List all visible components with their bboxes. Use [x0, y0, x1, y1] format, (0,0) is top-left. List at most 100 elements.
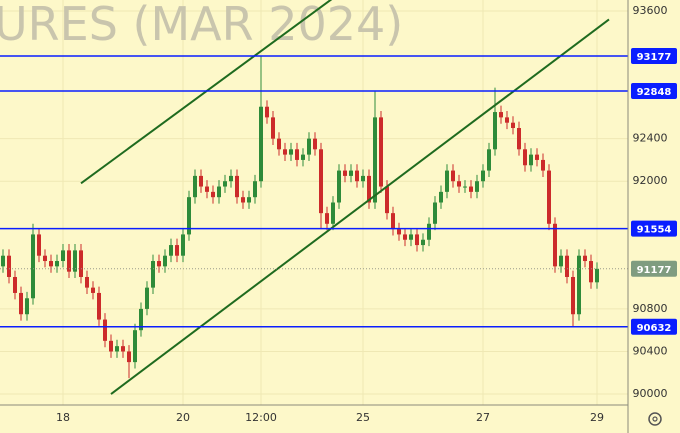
level-label: 92848 [637, 87, 672, 98]
candle-body [85, 276, 89, 288]
candle-body [535, 154, 539, 160]
candle-body [211, 191, 215, 198]
candle-body [517, 128, 521, 150]
level-label-box [631, 318, 677, 335]
candle-body [73, 250, 77, 272]
candle-body [139, 308, 143, 331]
candle-body [343, 170, 347, 176]
candle-body [583, 255, 587, 262]
candle-body [229, 175, 233, 182]
candle-body [259, 106, 263, 182]
candle-body [19, 292, 23, 315]
candle-body [379, 117, 383, 187]
candle-body [37, 234, 41, 256]
candle-body [103, 319, 107, 341]
candle-body [115, 346, 119, 352]
trend-line [110, 18, 610, 395]
candle-body [427, 223, 431, 240]
x-tick-label: 29 [590, 411, 604, 424]
candle-body [277, 138, 281, 150]
candle-body [301, 154, 305, 160]
candle-body [331, 202, 335, 224]
y-tick-label: 92000 [633, 174, 668, 187]
candle-body [247, 197, 251, 203]
candle-body [421, 239, 425, 246]
candle-body [589, 261, 593, 283]
candle-body [7, 255, 11, 277]
candle-body [475, 181, 479, 192]
candle-body [61, 250, 65, 262]
candle-body [97, 292, 101, 320]
candle-body [487, 149, 491, 171]
candle-body [451, 170, 455, 182]
candle-body [361, 175, 365, 182]
candle-body [223, 181, 227, 187]
candle-body [529, 154, 533, 166]
candle-body [523, 149, 527, 166]
candle-body [151, 261, 155, 288]
candle-body [253, 181, 257, 198]
settings-icon[interactable] [648, 412, 662, 426]
candle-body [241, 197, 245, 203]
candle-body [145, 287, 149, 309]
y-tick-label: 93600 [633, 4, 668, 17]
candle-body [367, 175, 371, 203]
candle-body [409, 234, 413, 240]
candle-body [457, 181, 461, 187]
candle-body [283, 149, 287, 155]
candle-body [403, 234, 407, 240]
last-price-box [631, 260, 677, 277]
candle-body [91, 287, 95, 293]
candle-body [415, 234, 419, 246]
candle-body [391, 213, 395, 230]
candle-body [199, 175, 203, 187]
candle-body [271, 117, 275, 139]
candle-body [397, 229, 401, 235]
candle-body [385, 186, 389, 214]
level-label: 93177 [637, 52, 672, 63]
level-label: 90632 [637, 323, 672, 334]
level-label-box [631, 220, 677, 237]
x-tick-label: 20 [176, 411, 190, 424]
candle-body [565, 255, 569, 277]
candle-body [349, 170, 353, 176]
level-label-box [631, 82, 677, 99]
y-tick-label: 90000 [633, 387, 668, 400]
x-tick-label: 25 [356, 411, 370, 424]
candle-body [373, 117, 377, 203]
candle-body [433, 202, 437, 224]
candle-body [505, 117, 509, 123]
candle-body [307, 138, 311, 155]
candle-body [193, 175, 197, 198]
level-label: 91554 [637, 225, 672, 236]
candle-body [337, 170, 341, 203]
candle-body [469, 186, 473, 192]
y-tick-label: 90800 [633, 302, 668, 315]
candle-body [79, 250, 83, 277]
candle-body [55, 261, 59, 267]
plot-area [0, 0, 628, 395]
candle-body [553, 223, 557, 267]
candle-body [577, 255, 581, 315]
candle-body [217, 186, 221, 198]
candle-body [175, 245, 179, 256]
candle-body [289, 149, 293, 155]
axis-layer: 90000 90400 90800 92000 92400 93600 18 20 12:00 2… [56, 4, 677, 424]
candle-body [31, 234, 35, 299]
candle-body [13, 276, 17, 293]
watermark: URES (MAR 2024) [0, 0, 403, 51]
candle-body [541, 159, 545, 171]
candle-body [481, 170, 485, 182]
candle-body [205, 186, 209, 192]
candle-body [43, 255, 47, 262]
level-label-box [631, 47, 677, 64]
candle-body [1, 255, 5, 267]
grid-layer [0, 0, 628, 405]
candle-body [355, 170, 359, 182]
candle-body [547, 170, 551, 224]
candle-body [445, 170, 449, 192]
candle-body [25, 298, 29, 315]
candle-body [313, 138, 317, 150]
candle-body [157, 261, 161, 267]
